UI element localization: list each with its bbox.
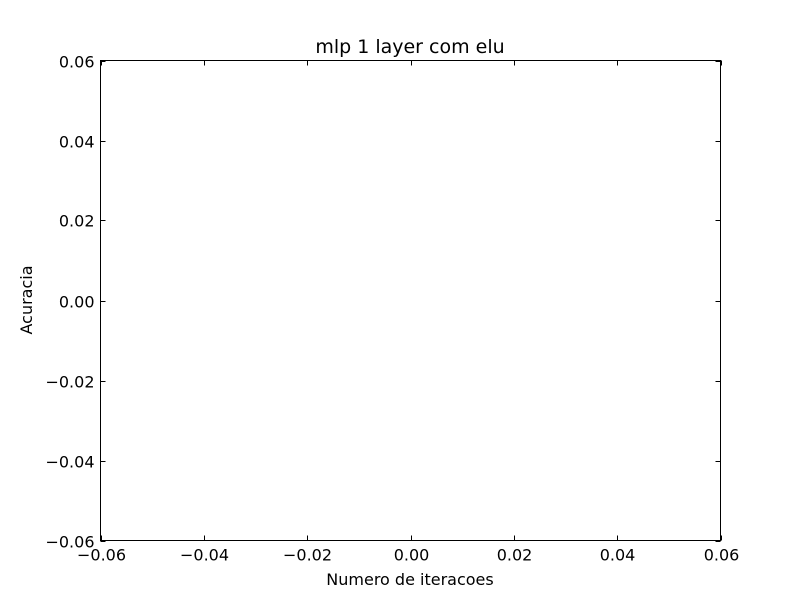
axis-ticks: −0.06 −0.04 −0.02 0.00 0.02 0.04 0.06 −0.06 −0.0… xyxy=(45,53,739,565)
chart-title: mlp 1 layer com elu xyxy=(315,36,504,58)
x-tick-label: −0.06 xyxy=(77,546,126,565)
x-tick-label: 0.00 xyxy=(394,546,430,565)
x-tick-label: −0.04 xyxy=(180,546,229,565)
y-tick-label: 0.04 xyxy=(59,133,95,152)
y-tick-label: −0.06 xyxy=(45,533,94,552)
plot-frame xyxy=(100,60,721,541)
y-tick-label: −0.04 xyxy=(45,453,94,472)
y-tick-label: 0.06 xyxy=(59,53,95,72)
x-axis-label: Numero de iteracoes xyxy=(326,570,493,589)
x-tick-label: −0.02 xyxy=(283,546,332,565)
y-axis-label: Acuracia xyxy=(17,265,36,334)
y-tick-label: −0.02 xyxy=(45,373,94,392)
x-tick-label: 0.02 xyxy=(497,546,533,565)
x-tick-label: 0.06 xyxy=(704,546,740,565)
y-tick-label: 0.02 xyxy=(59,212,95,231)
x-tick-label: 0.04 xyxy=(600,546,636,565)
y-tick-label: 0.00 xyxy=(59,293,95,312)
